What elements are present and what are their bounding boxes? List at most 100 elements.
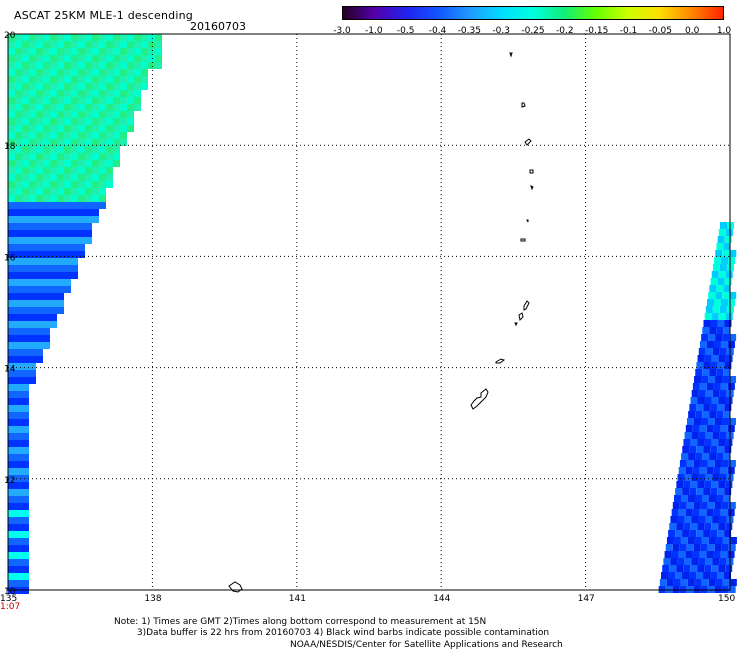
swath-cell — [78, 104, 85, 111]
swath-cell — [8, 412, 15, 419]
swath-cell — [677, 516, 685, 523]
swath-cell — [709, 495, 717, 502]
swath-cell — [22, 195, 29, 202]
swath-cell — [15, 419, 22, 426]
latitude-label: 10 — [4, 587, 16, 597]
swath-cell — [78, 146, 85, 153]
swath-cell — [92, 104, 99, 111]
swath-cell — [134, 55, 141, 62]
swath-cell — [113, 111, 120, 118]
swath-cell — [712, 306, 720, 313]
swath-cell — [8, 216, 15, 223]
swath-cell — [724, 362, 732, 369]
swath-cell — [22, 41, 29, 48]
swath-cell — [720, 341, 728, 348]
swath-cell — [106, 146, 113, 153]
swath-cell — [8, 111, 15, 118]
swath-cell — [708, 579, 716, 586]
swath-cell — [15, 573, 22, 580]
swath-cell — [700, 544, 708, 551]
swath-cell — [685, 551, 693, 558]
swath-cell — [694, 537, 702, 544]
swath-cell — [92, 55, 99, 62]
longitude-label: 138 — [144, 594, 161, 604]
swath-cell — [723, 411, 731, 418]
swath-cell — [106, 83, 113, 90]
swath-cell — [15, 216, 22, 223]
swath-cell — [92, 188, 99, 195]
swath-cell — [57, 230, 64, 237]
swath-cell — [22, 531, 29, 538]
swath-cell — [134, 34, 141, 41]
swath-cell — [64, 216, 71, 223]
swath-cell — [64, 174, 71, 181]
swath-cell — [8, 531, 15, 538]
swath-cell — [99, 97, 106, 104]
swath-cell — [679, 502, 687, 509]
swath-cell — [706, 425, 714, 432]
swath-cell — [704, 565, 712, 572]
swath-cell — [724, 278, 732, 285]
swath-cell — [106, 181, 113, 188]
swath-cell — [36, 167, 43, 174]
swath-cell — [720, 425, 728, 432]
swath-cell — [99, 55, 106, 62]
swath-cell — [714, 544, 722, 551]
swath-cell — [78, 62, 85, 69]
swath-cell — [706, 341, 714, 348]
swath-cell — [721, 418, 729, 425]
swath-cell — [50, 160, 57, 167]
swath-cell — [99, 104, 106, 111]
swath-cell — [689, 572, 697, 579]
swath-cell — [78, 111, 85, 118]
swath-cell — [50, 251, 57, 258]
swath-cell — [120, 83, 127, 90]
swath-cell — [698, 558, 706, 565]
swath-cell — [85, 90, 92, 97]
swath-cell — [15, 321, 22, 328]
swath-cell — [8, 125, 15, 132]
swath-cell — [148, 62, 155, 69]
swath-cell — [713, 425, 721, 432]
island-aguijan — [514, 322, 518, 327]
swath-cell — [36, 328, 43, 335]
swath-cell — [85, 209, 92, 216]
swath-cell — [22, 153, 29, 160]
swath-cell — [43, 69, 50, 76]
swath-cell — [92, 69, 99, 76]
swath-cell — [15, 286, 22, 293]
swath-cell — [8, 363, 15, 370]
swath-cell — [711, 439, 719, 446]
swath-cell — [697, 439, 705, 446]
swath-cell — [29, 293, 36, 300]
swath-cell — [36, 34, 43, 41]
swath-cell — [729, 537, 737, 544]
swath-cell — [78, 195, 85, 202]
swath-cell — [15, 314, 22, 321]
swath-cell — [670, 516, 678, 523]
swath-cell — [681, 495, 689, 502]
swath-cell — [718, 439, 726, 446]
swath-cell — [678, 551, 686, 558]
swath-cell — [719, 474, 727, 481]
swath-cell — [15, 90, 22, 97]
swath-cell — [15, 342, 22, 349]
swath-cell — [57, 279, 64, 286]
swath-cell — [43, 76, 50, 83]
swath-cell — [15, 76, 22, 83]
swath-cell — [57, 188, 64, 195]
swath-cell — [127, 97, 134, 104]
swath-cell — [15, 349, 22, 356]
swath-cell — [715, 537, 723, 544]
swath-cell — [720, 222, 727, 229]
swath-cell — [22, 475, 29, 482]
swath-cell — [676, 565, 684, 572]
swath-cell — [85, 55, 92, 62]
swath-cell — [693, 502, 701, 509]
swath-cell — [689, 446, 697, 453]
swath-cell — [57, 216, 64, 223]
swath-cell — [689, 530, 697, 537]
swath-cell — [717, 572, 725, 579]
swath-cell — [141, 83, 148, 90]
swath-cell — [22, 167, 29, 174]
